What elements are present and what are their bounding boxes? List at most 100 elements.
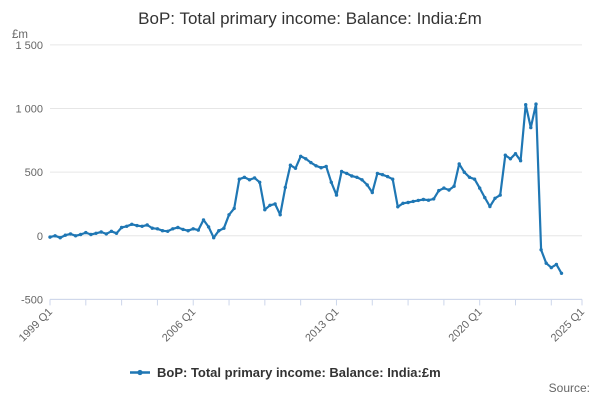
data-point-marker[interactable] xyxy=(140,224,144,228)
data-point-marker[interactable] xyxy=(130,222,134,226)
data-point-marker[interactable] xyxy=(406,200,410,205)
data-point-marker[interactable] xyxy=(534,102,538,106)
data-point-marker[interactable] xyxy=(217,229,221,233)
data-point-marker[interactable] xyxy=(488,204,492,209)
data-point-marker[interactable] xyxy=(79,232,83,237)
data-point-marker[interactable] xyxy=(201,218,206,222)
data-point-marker[interactable] xyxy=(472,177,477,181)
data-point-marker[interactable] xyxy=(160,229,165,233)
data-point-marker[interactable] xyxy=(380,173,385,177)
data-point-marker[interactable] xyxy=(508,157,513,161)
data-point-marker[interactable] xyxy=(411,199,415,204)
data-point-marker[interactable] xyxy=(109,229,114,233)
data-point-marker[interactable] xyxy=(350,174,354,178)
data-point-marker[interactable] xyxy=(58,236,62,240)
data-point-marker[interactable] xyxy=(559,271,564,275)
data-point-marker[interactable] xyxy=(513,152,518,156)
data-point-marker[interactable] xyxy=(135,223,139,228)
data-point-marker[interactable] xyxy=(309,160,313,165)
data-point-marker[interactable] xyxy=(125,224,129,228)
series-line[interactable] xyxy=(48,103,563,275)
data-point-marker[interactable] xyxy=(339,169,344,174)
data-point-marker[interactable] xyxy=(437,188,441,193)
data-point-marker[interactable] xyxy=(247,178,252,182)
data-point-marker[interactable] xyxy=(237,177,241,181)
data-point-marker[interactable] xyxy=(324,164,328,169)
data-point-marker[interactable] xyxy=(293,166,298,170)
data-point-marker[interactable] xyxy=(401,201,405,205)
data-point-marker[interactable] xyxy=(258,180,262,184)
data-point-marker[interactable] xyxy=(319,166,323,170)
data-point-marker[interactable] xyxy=(462,170,466,174)
data-point-marker[interactable] xyxy=(155,227,160,231)
data-point-marker[interactable] xyxy=(554,262,559,267)
data-point-marker[interactable] xyxy=(329,180,333,184)
data-point-marker[interactable] xyxy=(232,206,236,211)
data-point-marker[interactable] xyxy=(63,233,67,237)
data-point-marker[interactable] xyxy=(288,163,293,167)
data-point-marker[interactable] xyxy=(498,193,502,197)
data-point-marker[interactable] xyxy=(483,195,487,200)
data-point-marker[interactable] xyxy=(94,231,98,235)
data-point-marker[interactable] xyxy=(145,223,149,227)
data-point-marker[interactable] xyxy=(283,185,287,190)
data-point-marker[interactable] xyxy=(503,153,507,157)
data-point-marker[interactable] xyxy=(304,157,308,161)
data-point-marker[interactable] xyxy=(191,227,195,231)
data-point-marker[interactable] xyxy=(442,186,446,190)
data-point-marker[interactable] xyxy=(467,175,472,179)
data-point-marker[interactable] xyxy=(48,235,52,239)
data-point-marker[interactable] xyxy=(242,175,247,179)
data-point-marker[interactable] xyxy=(452,184,456,188)
data-point-marker[interactable] xyxy=(227,213,231,217)
data-point-marker[interactable] xyxy=(345,171,349,176)
data-point-marker[interactable] xyxy=(478,186,482,190)
data-point-marker[interactable] xyxy=(212,236,216,240)
data-point-marker[interactable] xyxy=(524,103,528,107)
data-point-marker[interactable] xyxy=(334,193,339,197)
data-point-marker[interactable] xyxy=(263,208,267,212)
data-point-marker[interactable] xyxy=(396,205,400,209)
data-point-marker[interactable] xyxy=(119,225,124,230)
data-point-marker[interactable] xyxy=(99,230,103,234)
data-point-marker[interactable] xyxy=(365,183,369,187)
data-point-marker[interactable] xyxy=(457,162,461,166)
data-point-marker[interactable] xyxy=(360,178,364,182)
data-point-marker[interactable] xyxy=(268,203,272,207)
data-point-marker[interactable] xyxy=(447,188,451,192)
data-point-marker[interactable] xyxy=(391,177,395,181)
data-point-marker[interactable] xyxy=(493,196,497,200)
data-point-marker[interactable] xyxy=(432,197,436,201)
data-point-marker[interactable] xyxy=(196,228,200,232)
data-point-marker[interactable] xyxy=(421,197,426,202)
data-point-marker[interactable] xyxy=(299,154,303,158)
data-point-marker[interactable] xyxy=(176,225,180,230)
data-point-marker[interactable] xyxy=(206,225,211,229)
data-point-marker[interactable] xyxy=(53,234,57,238)
legend-item[interactable]: BoP: Total primary income: Balance: Indi… xyxy=(130,365,441,380)
data-point-marker[interactable] xyxy=(278,213,282,217)
data-point-marker[interactable] xyxy=(355,175,359,179)
data-point-marker[interactable] xyxy=(370,190,374,195)
data-point-marker[interactable] xyxy=(104,232,109,236)
data-point-marker[interactable] xyxy=(181,227,185,232)
data-point-marker[interactable] xyxy=(186,229,190,233)
data-point-marker[interactable] xyxy=(314,164,318,168)
data-point-marker[interactable] xyxy=(544,261,548,265)
data-point-marker[interactable] xyxy=(166,229,170,233)
data-point-marker[interactable] xyxy=(375,171,380,176)
data-point-marker[interactable] xyxy=(252,176,257,180)
data-point-marker[interactable] xyxy=(222,226,226,230)
data-point-marker[interactable] xyxy=(518,159,523,163)
data-point-marker[interactable] xyxy=(273,202,277,206)
data-point-marker[interactable] xyxy=(171,227,175,231)
data-point-marker[interactable] xyxy=(84,230,88,235)
data-point-marker[interactable] xyxy=(68,232,73,236)
data-point-marker[interactable] xyxy=(549,265,553,270)
data-point-marker[interactable] xyxy=(114,231,119,235)
data-point-marker[interactable] xyxy=(426,198,431,202)
data-point-marker[interactable] xyxy=(89,232,93,237)
data-point-marker[interactable] xyxy=(385,174,390,179)
data-point-marker[interactable] xyxy=(150,226,154,230)
data-point-marker[interactable] xyxy=(416,198,420,203)
